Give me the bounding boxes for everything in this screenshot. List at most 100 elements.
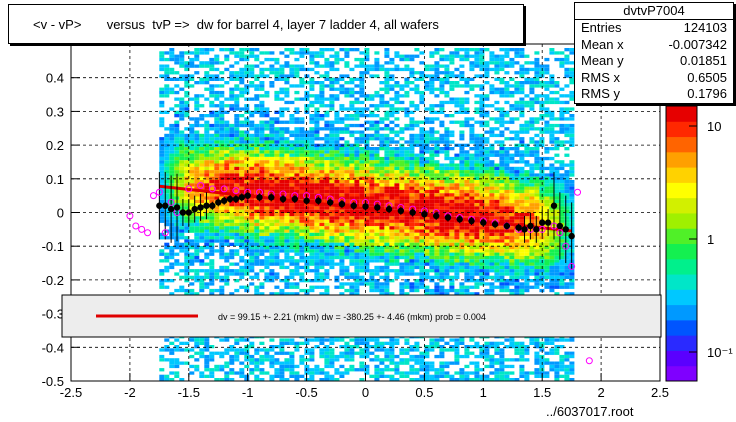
heat-cell [279, 137, 285, 141]
heat-cell [409, 120, 415, 124]
heat-cell [389, 67, 395, 72]
heat-cell [214, 193, 220, 197]
heat-cell [319, 378, 325, 382]
heat-cell [224, 209, 230, 213]
heat-cell [269, 249, 275, 253]
heat-cell [174, 348, 180, 352]
heat-cell [179, 189, 185, 194]
heat-cell [464, 288, 470, 293]
heat-cell [364, 252, 370, 256]
heat-cell [459, 107, 465, 111]
heat-cell [279, 156, 285, 161]
heat-cell [469, 285, 475, 289]
heat-cell [264, 120, 270, 124]
heat-cell [259, 249, 265, 253]
heat-cell [184, 107, 190, 111]
heat-cell [284, 239, 290, 243]
heat-cell [469, 61, 475, 65]
heat-cell [499, 239, 505, 243]
heat-cell [424, 67, 430, 72]
heat-cell [259, 107, 265, 111]
heat-cell [454, 222, 460, 227]
heat-cell [459, 123, 465, 128]
heat-cell [339, 77, 345, 81]
heat-cell [299, 163, 305, 167]
heat-cell [254, 110, 260, 114]
heat-cell [454, 229, 460, 233]
heat-cell [464, 275, 470, 279]
heat-cell [219, 160, 225, 164]
heat-cell [404, 279, 410, 283]
heat-cell [464, 77, 470, 81]
heat-cell [454, 163, 460, 167]
heat-cell [179, 87, 185, 91]
heat-cell [349, 81, 355, 85]
heat-cell [284, 173, 290, 177]
heat-cell [199, 236, 205, 240]
heat-cell [269, 361, 275, 365]
heat-cell [434, 259, 440, 263]
heat-cell [239, 374, 245, 378]
heat-cell [179, 150, 185, 154]
heat-cell [349, 153, 355, 157]
heat-cell [454, 74, 460, 78]
heat-cell [179, 160, 185, 164]
heat-cell [199, 140, 205, 144]
heat-cell [369, 199, 375, 204]
heat-cell [239, 54, 245, 58]
heat-cell [394, 239, 400, 243]
heat-cell [364, 170, 370, 174]
heat-cell [399, 252, 405, 256]
heat-cell [249, 226, 255, 230]
heat-cell [474, 156, 480, 161]
heat-cell [239, 186, 245, 190]
heat-cell [489, 199, 495, 204]
heat-cell [274, 140, 280, 144]
heat-cell [389, 147, 395, 151]
heat-cell [289, 150, 295, 154]
heat-cell [469, 229, 475, 233]
heat-cell [324, 216, 330, 220]
heat-cell [429, 206, 435, 210]
heat-cell [369, 358, 375, 362]
heat-cell [449, 193, 455, 197]
heat-cell [169, 87, 175, 91]
heat-cell [324, 176, 330, 180]
heat-cell [179, 183, 185, 187]
heat-cell [194, 137, 200, 141]
heat-cell [399, 272, 405, 276]
heat-cell [264, 110, 270, 114]
heat-cell [479, 173, 485, 177]
heat-cell [224, 279, 230, 283]
heat-cell [319, 104, 325, 108]
heat-cell [424, 269, 430, 273]
heat-cell [394, 153, 400, 157]
heat-cell [494, 117, 500, 121]
heat-cell [169, 348, 175, 352]
heat-cell [314, 272, 320, 276]
heat-cell [474, 64, 480, 68]
heat-cell [224, 236, 230, 240]
heat-cell [294, 180, 300, 184]
heat-cell [224, 67, 230, 72]
heat-cell [359, 361, 365, 365]
heat-cell [284, 137, 290, 141]
heat-cell [324, 209, 330, 213]
heat-cell [229, 77, 235, 81]
heat-cell [174, 160, 180, 164]
heat-cell [229, 368, 235, 372]
heat-cell [499, 90, 505, 95]
heat-cell [334, 252, 340, 256]
heat-cell [419, 156, 425, 161]
heat-cell [204, 222, 210, 227]
heat-cell [199, 156, 205, 161]
heat-cell [449, 265, 455, 270]
heat-cell [399, 183, 405, 187]
heat-cell [359, 242, 365, 246]
heat-cell [304, 153, 310, 157]
heat-cell [319, 183, 325, 187]
heat-cell [199, 341, 205, 345]
heat-cell [414, 252, 420, 256]
heat-cell [234, 236, 240, 240]
heat-cell [314, 219, 320, 223]
